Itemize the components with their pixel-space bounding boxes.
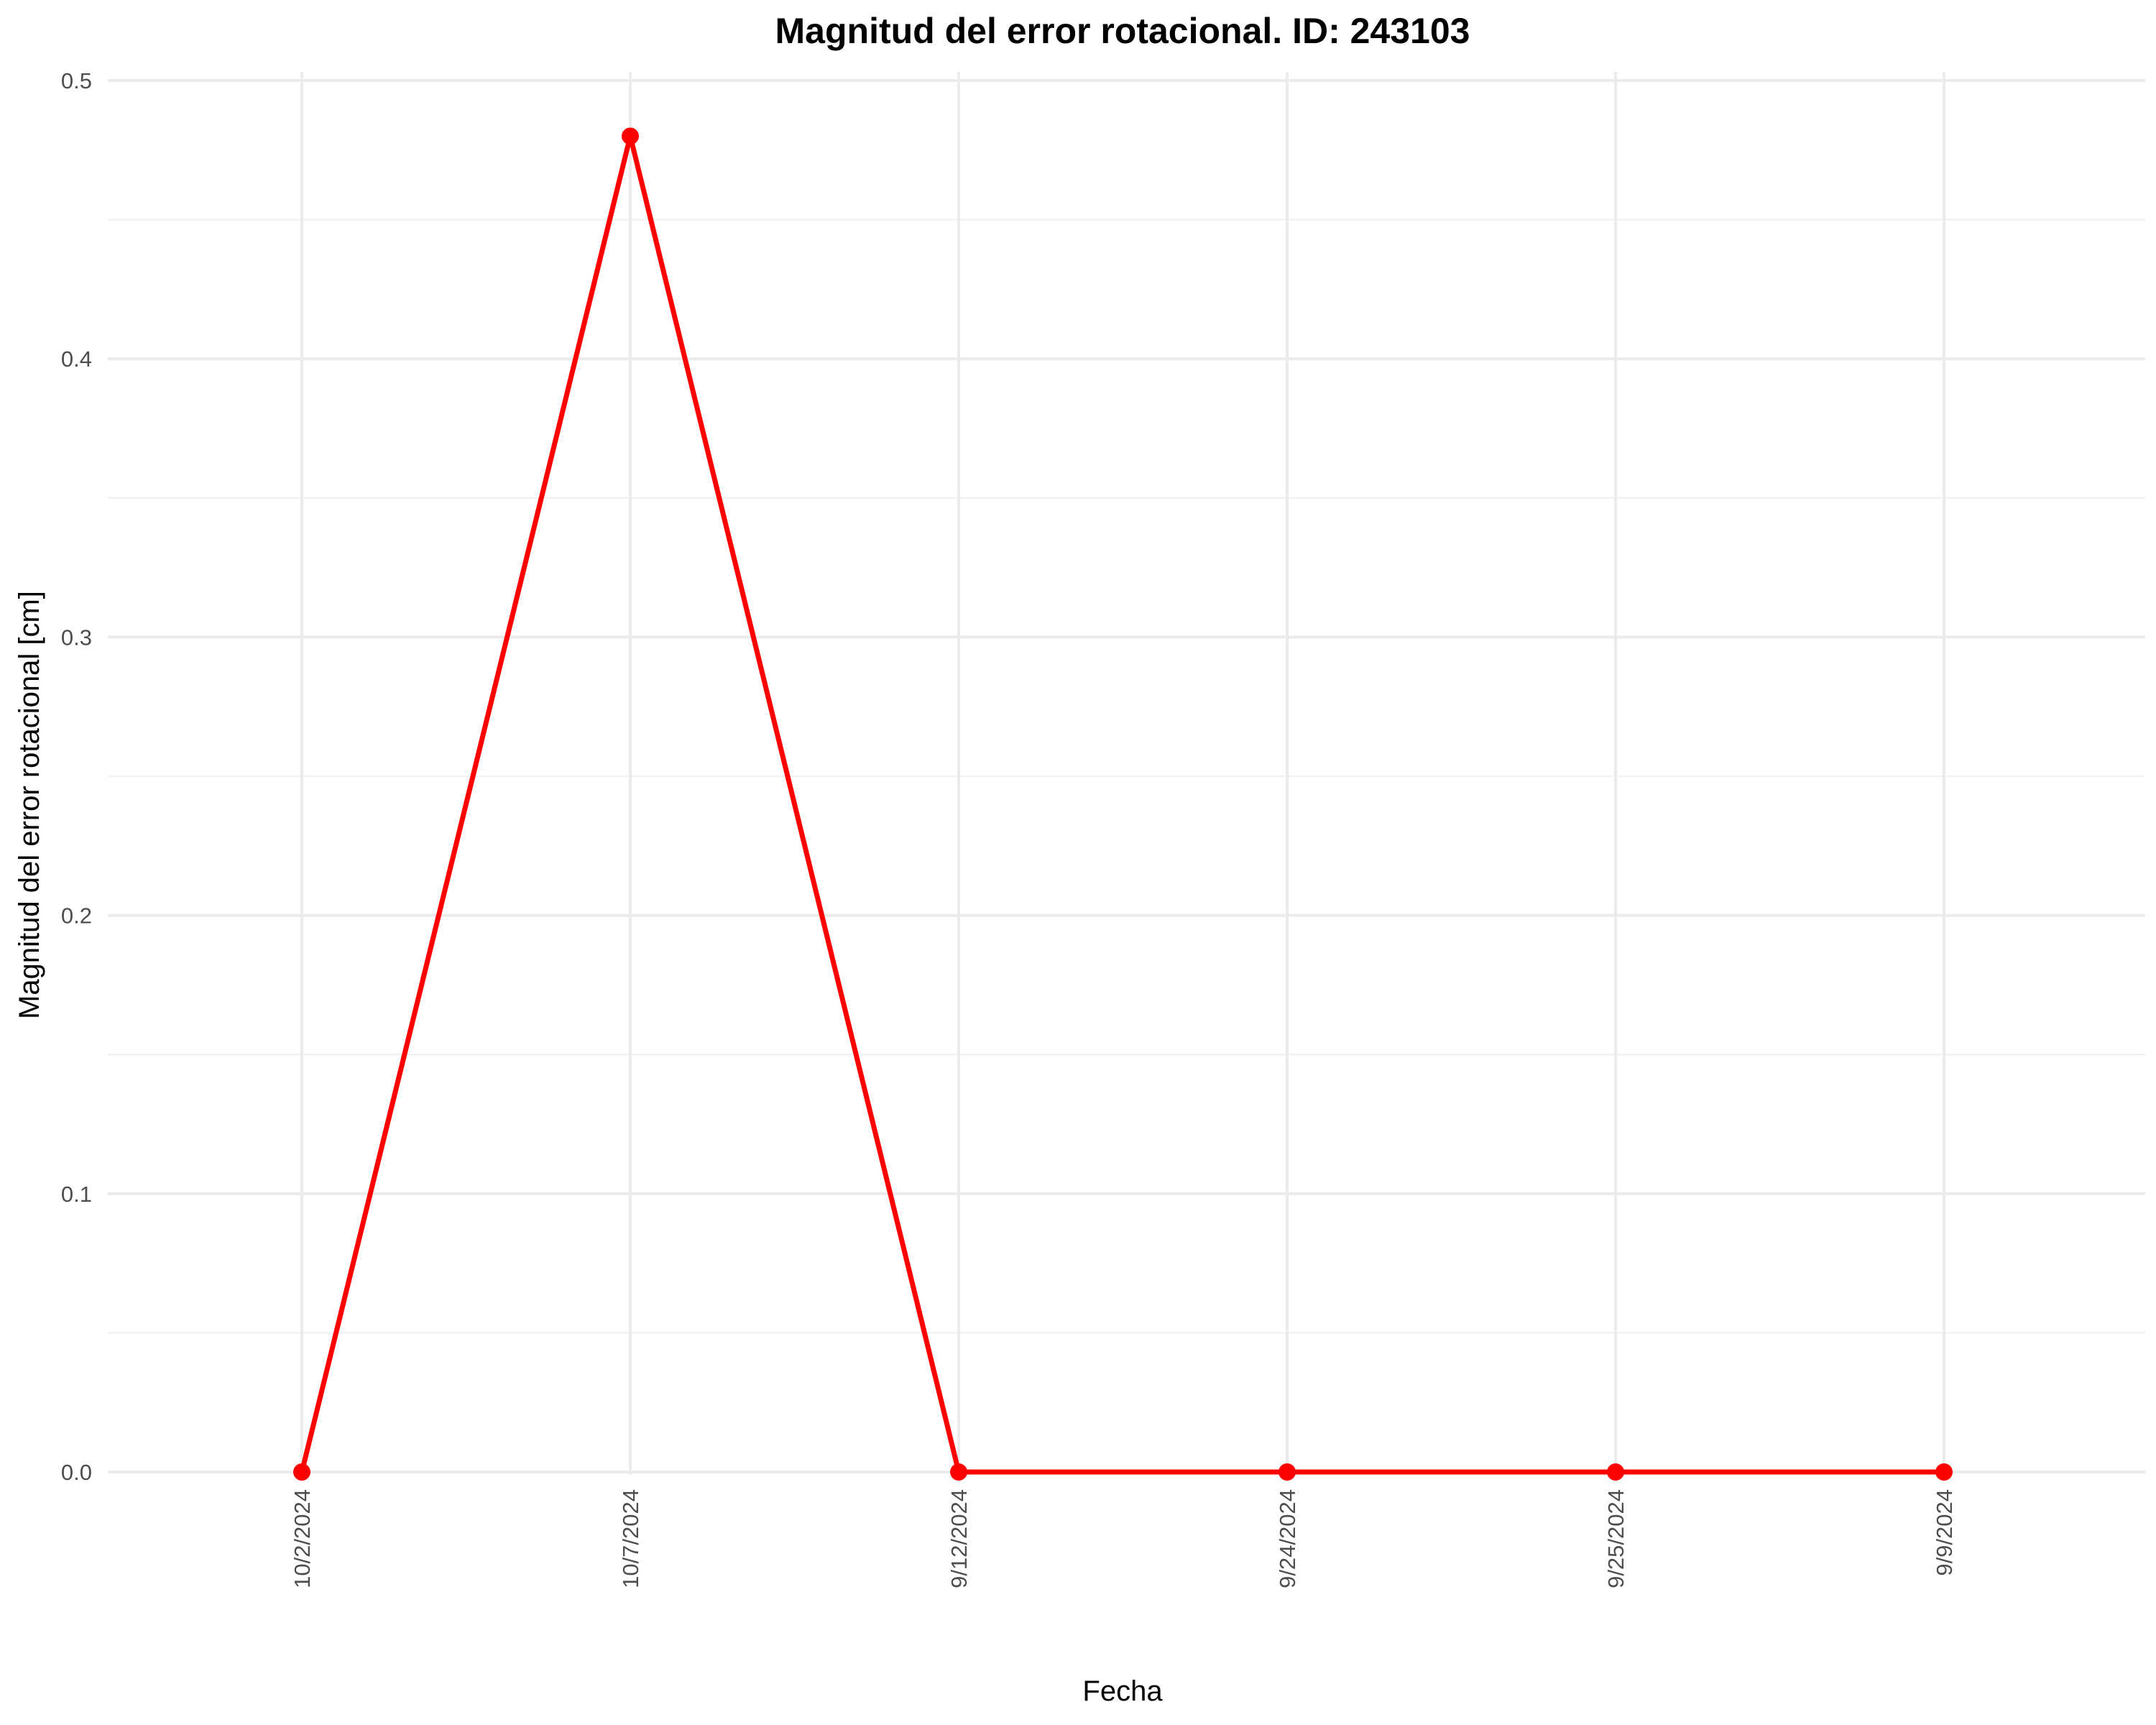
y-tick-label: 0.1 (61, 1182, 92, 1207)
y-tick-label: 0.2 (61, 903, 92, 929)
data-point (622, 127, 639, 145)
grid (108, 72, 2145, 1475)
x-tick-label: 9/24/2024 (1275, 1489, 1300, 1588)
y-tick-labels: 0.0 0.1 0.2 0.3 0.4 0.5 (61, 68, 92, 1485)
series-layer (293, 127, 1953, 1481)
chart-title: Magnitud del error rotacional. ID: 24310… (775, 11, 1470, 51)
x-tick-label: 9/9/2024 (1932, 1489, 1957, 1576)
y-tick-label: 0.3 (61, 625, 92, 650)
x-axis-label: Fecha (1082, 1675, 1163, 1707)
y-tick-label: 0.0 (61, 1460, 92, 1485)
data-point (1935, 1463, 1953, 1481)
x-tick-label: 10/2/2024 (290, 1489, 315, 1588)
y-tick-label: 0.4 (61, 346, 92, 372)
y-axis-label: Magnitud del error rotacional [cm] (14, 591, 45, 1019)
x-tick-label: 10/7/2024 (618, 1489, 643, 1588)
data-point (1607, 1463, 1624, 1481)
y-tick-label: 0.5 (61, 68, 92, 93)
data-point (950, 1463, 967, 1481)
data-point (293, 1463, 310, 1481)
x-tick-label: 9/25/2024 (1603, 1489, 1628, 1588)
series-line (299, 135, 1944, 1475)
x-tick-labels: 10/2/2024 10/7/2024 9/12/2024 9/24/2024 9/25… (290, 1489, 1957, 1588)
data-point (1279, 1463, 1296, 1481)
x-tick-label: 9/12/2024 (946, 1489, 972, 1588)
